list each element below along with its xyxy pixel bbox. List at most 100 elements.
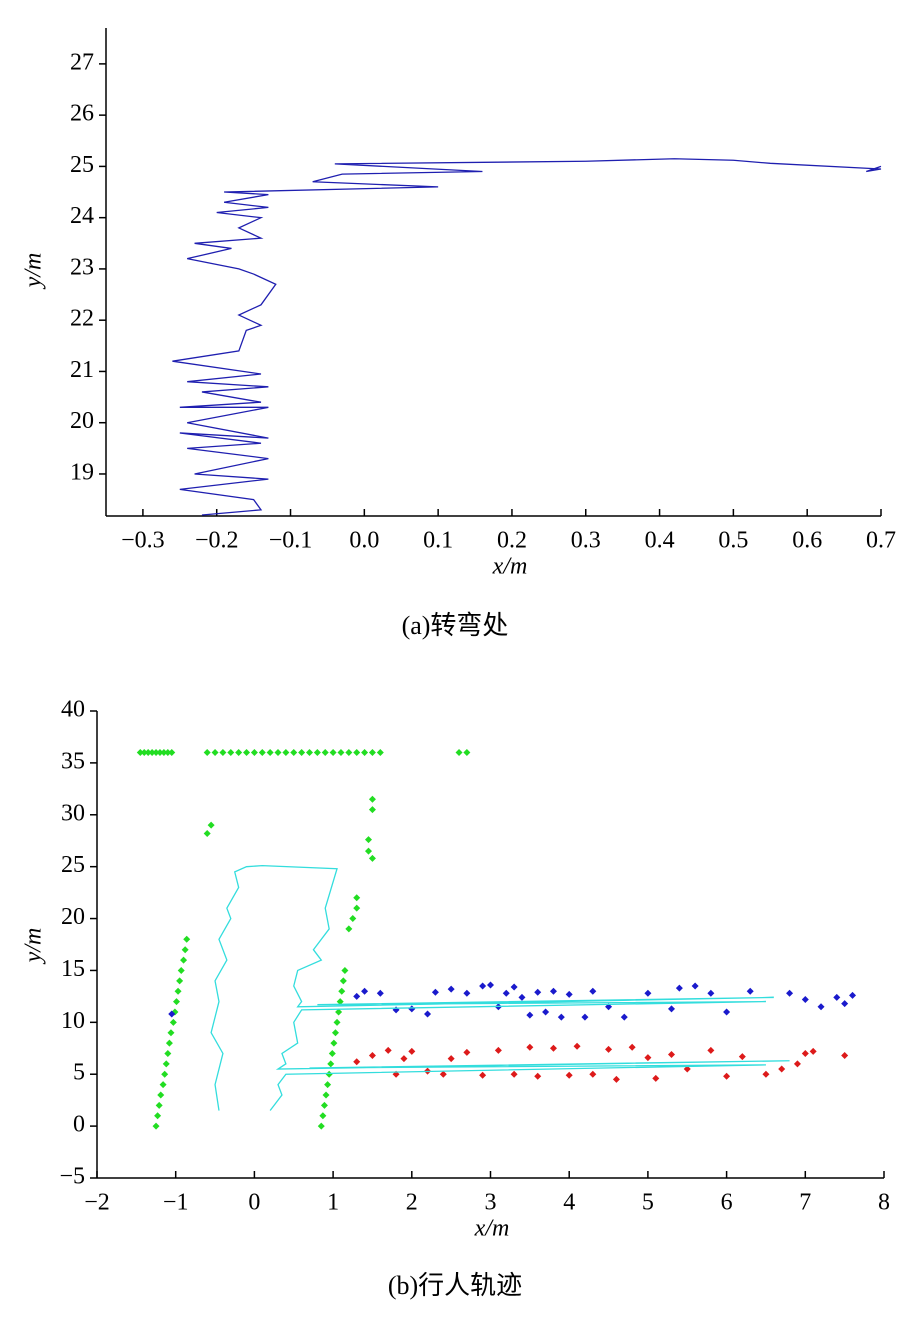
point <box>463 1048 471 1056</box>
point <box>581 1013 589 1021</box>
point <box>534 1072 542 1080</box>
point <box>325 1070 333 1078</box>
point <box>162 1060 170 1068</box>
point <box>542 1008 550 1016</box>
point <box>159 1081 167 1089</box>
point <box>227 749 235 757</box>
point <box>156 749 164 757</box>
point <box>644 1054 652 1062</box>
point <box>368 854 376 862</box>
point <box>801 1049 809 1057</box>
x-tick-label: 0.4 <box>645 528 675 554</box>
point <box>817 1003 825 1011</box>
point <box>353 894 361 902</box>
y-tick-label: 40 <box>61 697 85 723</box>
y-axis-label: y/m <box>21 253 47 290</box>
point <box>668 1051 676 1059</box>
point <box>431 988 439 996</box>
point <box>455 749 463 757</box>
point <box>321 749 329 757</box>
point <box>526 1043 534 1051</box>
point <box>328 1049 336 1057</box>
trajectory-line <box>172 158 882 516</box>
point <box>723 1072 731 1080</box>
x-tick-label: −0.2 <box>195 528 239 554</box>
point <box>439 1070 447 1078</box>
point <box>290 749 298 757</box>
x-tick-label: 6 <box>721 1190 733 1216</box>
point <box>144 749 152 757</box>
y-tick-label: 0 <box>73 1112 85 1138</box>
y-tick-label: −5 <box>59 1164 85 1190</box>
point <box>778 1065 786 1073</box>
point <box>148 749 156 757</box>
point <box>155 1101 163 1109</box>
point <box>793 1060 801 1068</box>
x-tick-label: 0.1 <box>423 528 453 554</box>
y-tick-label: 15 <box>61 956 85 982</box>
point <box>683 1065 691 1073</box>
point <box>353 1058 361 1066</box>
point <box>494 1046 502 1054</box>
point <box>219 749 227 757</box>
x-tick-label: 7 <box>799 1190 811 1216</box>
y-tick-label: 35 <box>61 748 85 774</box>
point <box>589 1070 597 1078</box>
y-tick-label: 20 <box>61 904 85 930</box>
x-tick-label: 2 <box>406 1190 418 1216</box>
point <box>841 1000 849 1008</box>
point <box>549 1044 557 1052</box>
x-tick-label: 5 <box>642 1190 654 1216</box>
point <box>675 984 683 992</box>
point <box>361 749 369 757</box>
y-tick-label: 22 <box>70 306 94 332</box>
caption: (b)行人轨迹 <box>388 1271 522 1300</box>
point <box>333 1018 341 1026</box>
point <box>479 1071 487 1079</box>
point <box>161 1070 169 1078</box>
point <box>169 1018 177 1026</box>
x-tick-label: −1 <box>163 1190 189 1216</box>
point <box>746 987 754 995</box>
point <box>319 1112 327 1120</box>
point <box>786 989 794 997</box>
point <box>361 987 369 995</box>
y-tick-label: 25 <box>70 152 94 178</box>
point <box>298 749 306 757</box>
point <box>341 966 349 974</box>
point <box>644 989 652 997</box>
point <box>605 1045 613 1053</box>
point <box>549 987 557 995</box>
y-tick-label: 30 <box>61 800 85 826</box>
point <box>368 1052 376 1060</box>
point <box>324 1081 332 1089</box>
point <box>368 795 376 803</box>
point <box>349 915 357 923</box>
point <box>266 749 274 757</box>
trajectory-line <box>210 864 790 1111</box>
point <box>565 990 573 998</box>
point <box>181 946 189 954</box>
point <box>337 749 345 757</box>
point <box>376 749 384 757</box>
point <box>243 749 251 757</box>
point <box>235 749 243 757</box>
point <box>140 749 148 757</box>
point <box>479 982 487 990</box>
point <box>447 1055 455 1063</box>
y-tick-label: 10 <box>61 1008 85 1034</box>
point <box>152 749 160 757</box>
point <box>368 749 376 757</box>
point <box>365 847 373 855</box>
point <box>707 989 715 997</box>
point <box>160 749 168 757</box>
point <box>565 1071 573 1079</box>
point <box>152 1122 160 1130</box>
point <box>392 1006 400 1014</box>
y-tick-label: 25 <box>61 852 85 878</box>
point <box>801 996 809 1004</box>
y-tick-label: 21 <box>70 357 94 383</box>
point <box>203 749 211 757</box>
x-tick-label: 1 <box>327 1190 339 1216</box>
point <box>183 935 191 943</box>
